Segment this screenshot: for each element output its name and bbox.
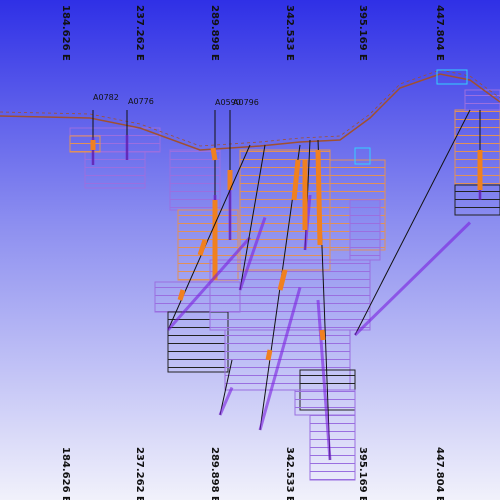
easting-label: 289.898 E (209, 447, 220, 500)
assay-interval (291, 159, 301, 201)
block (169, 149, 221, 211)
block (349, 199, 381, 261)
easting-label: 237.262 E (134, 5, 145, 61)
easting-label: 342.533 E (284, 447, 295, 500)
easting-label: 184.626 E (60, 447, 71, 500)
easting-label: 184.626 E (60, 5, 71, 61)
assay-interval (197, 239, 208, 256)
easting-label: 289.898 E (209, 5, 220, 61)
drillhole-trace (238, 217, 267, 291)
easting-label: 237.262 E (134, 447, 145, 500)
drillhole (219, 359, 233, 416)
drillhole-trace (166, 236, 252, 331)
hole-label: A0782 (93, 93, 119, 102)
hole-label: A0796 (233, 98, 259, 107)
easting-labels: 184.626 E 237.262 E 289.898 E 342.533 E 395.… (60, 5, 445, 500)
hole-label: A0590 (215, 98, 241, 107)
assay-interval (177, 289, 186, 301)
assay-interval (277, 269, 288, 291)
cyan-block (354, 147, 371, 165)
topography (0, 73, 500, 151)
easting-label: 395.169 E (357, 447, 368, 500)
block (84, 151, 146, 189)
labels: A0782 A0776 A0590 A0796 (93, 93, 259, 107)
assay-interval (319, 329, 326, 341)
block (309, 414, 356, 481)
drillhole-trace (353, 221, 472, 337)
drillholes (90, 109, 483, 461)
drillhole (354, 109, 471, 336)
topography-hatch (0, 69, 500, 147)
assay-interval (315, 149, 323, 246)
drillhole-trace (218, 386, 234, 416)
easting-label: 447.804 E (434, 5, 445, 61)
block (464, 89, 500, 111)
assay-interval (265, 349, 273, 361)
easting-label: 395.169 E (357, 5, 368, 61)
hole-label: A0776 (128, 97, 154, 106)
drillhole-trace (258, 287, 302, 431)
drillhole-trace (316, 299, 332, 461)
easting-label: 447.804 E (434, 447, 445, 500)
drillhole (239, 144, 266, 291)
easting-label: 342.533 E (284, 5, 295, 61)
assay-interval (210, 147, 218, 161)
cyan-block (436, 69, 468, 85)
